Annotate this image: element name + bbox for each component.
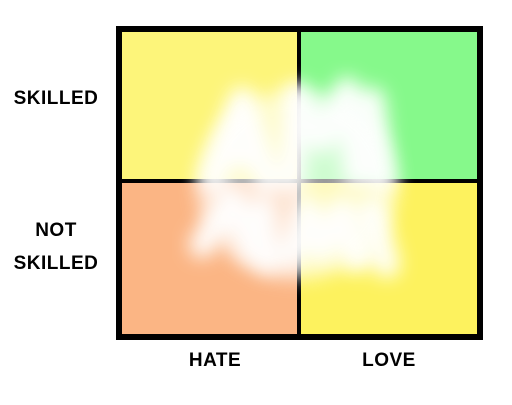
quadrant-top-left xyxy=(122,32,299,181)
quadrant-bottom-right xyxy=(299,181,477,334)
y-axis-label-not-skilled: NOT SKILLED xyxy=(10,214,102,280)
y-axis-label-skilled: SKILLED xyxy=(13,88,99,109)
quadrant-bottom-left xyxy=(122,181,299,334)
x-axis-label-hate: HATE xyxy=(188,350,242,371)
quadrant-top-right xyxy=(299,32,477,181)
y-axis-label-not-skilled-line1: NOT xyxy=(35,220,77,241)
quadrant-grid xyxy=(116,26,483,340)
y-axis-label-not-skilled-line2: SKILLED xyxy=(13,253,99,274)
x-axis-label-love: LOVE xyxy=(362,350,416,371)
